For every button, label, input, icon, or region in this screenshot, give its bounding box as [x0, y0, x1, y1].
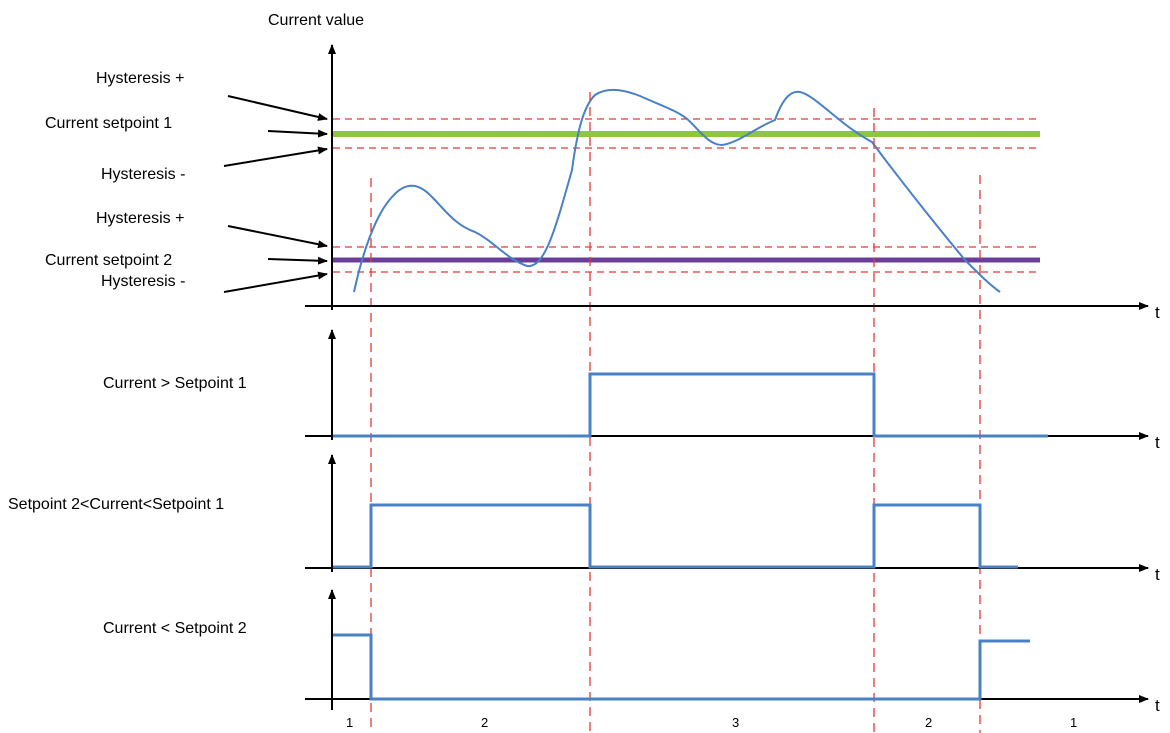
- zone-label: 3: [732, 715, 739, 730]
- current-value-curve: [353, 88, 1001, 293]
- label-setpoint-1: Current setpoint 1: [45, 115, 172, 132]
- signal-3-label: Current < Setpoint 2: [103, 620, 247, 637]
- signal-1-label: Current > Setpoint 1: [103, 375, 247, 392]
- pointer-arrow-hyst-plus-1: [227, 95, 328, 121]
- zone-label: 2: [925, 715, 932, 730]
- pointer-arrow-setpoint-1: [267, 129, 328, 138]
- t-label-signal-2: t: [1155, 565, 1160, 584]
- pointer-arrow-hyst-minus-1: [223, 146, 328, 167]
- label-setpoint-2: Current setpoint 2: [45, 252, 172, 269]
- t-label-signal-1: t: [1155, 433, 1160, 452]
- chart-title: Current value: [268, 12, 364, 29]
- zone-label: 2: [481, 715, 488, 730]
- pointer-arrow-hyst-minus-2: [223, 271, 328, 293]
- zone-label: 1: [1070, 715, 1077, 730]
- signal-1-waveform: [333, 372, 1048, 438]
- signal-2-label: Setpoint 2<Current<Setpoint 1: [8, 496, 224, 513]
- label-hysteresis-plus-1: Hysteresis +: [96, 70, 184, 87]
- zone-label: 1: [346, 715, 353, 730]
- label-hysteresis-minus-2: Hysteresis -: [101, 273, 185, 290]
- signal-3-waveform: [333, 633, 1030, 701]
- label-hysteresis-plus-2: Hysteresis +: [96, 210, 184, 227]
- t-label-signal-3: t: [1155, 696, 1160, 715]
- t-label-top: t: [1155, 303, 1160, 322]
- pointer-arrow-hyst-plus-2: [227, 225, 328, 249]
- signal-2-waveform: [333, 503, 1018, 569]
- label-hysteresis-minus-1: Hysteresis -: [101, 166, 185, 183]
- pointer-arrow-setpoint-2: [267, 256, 328, 265]
